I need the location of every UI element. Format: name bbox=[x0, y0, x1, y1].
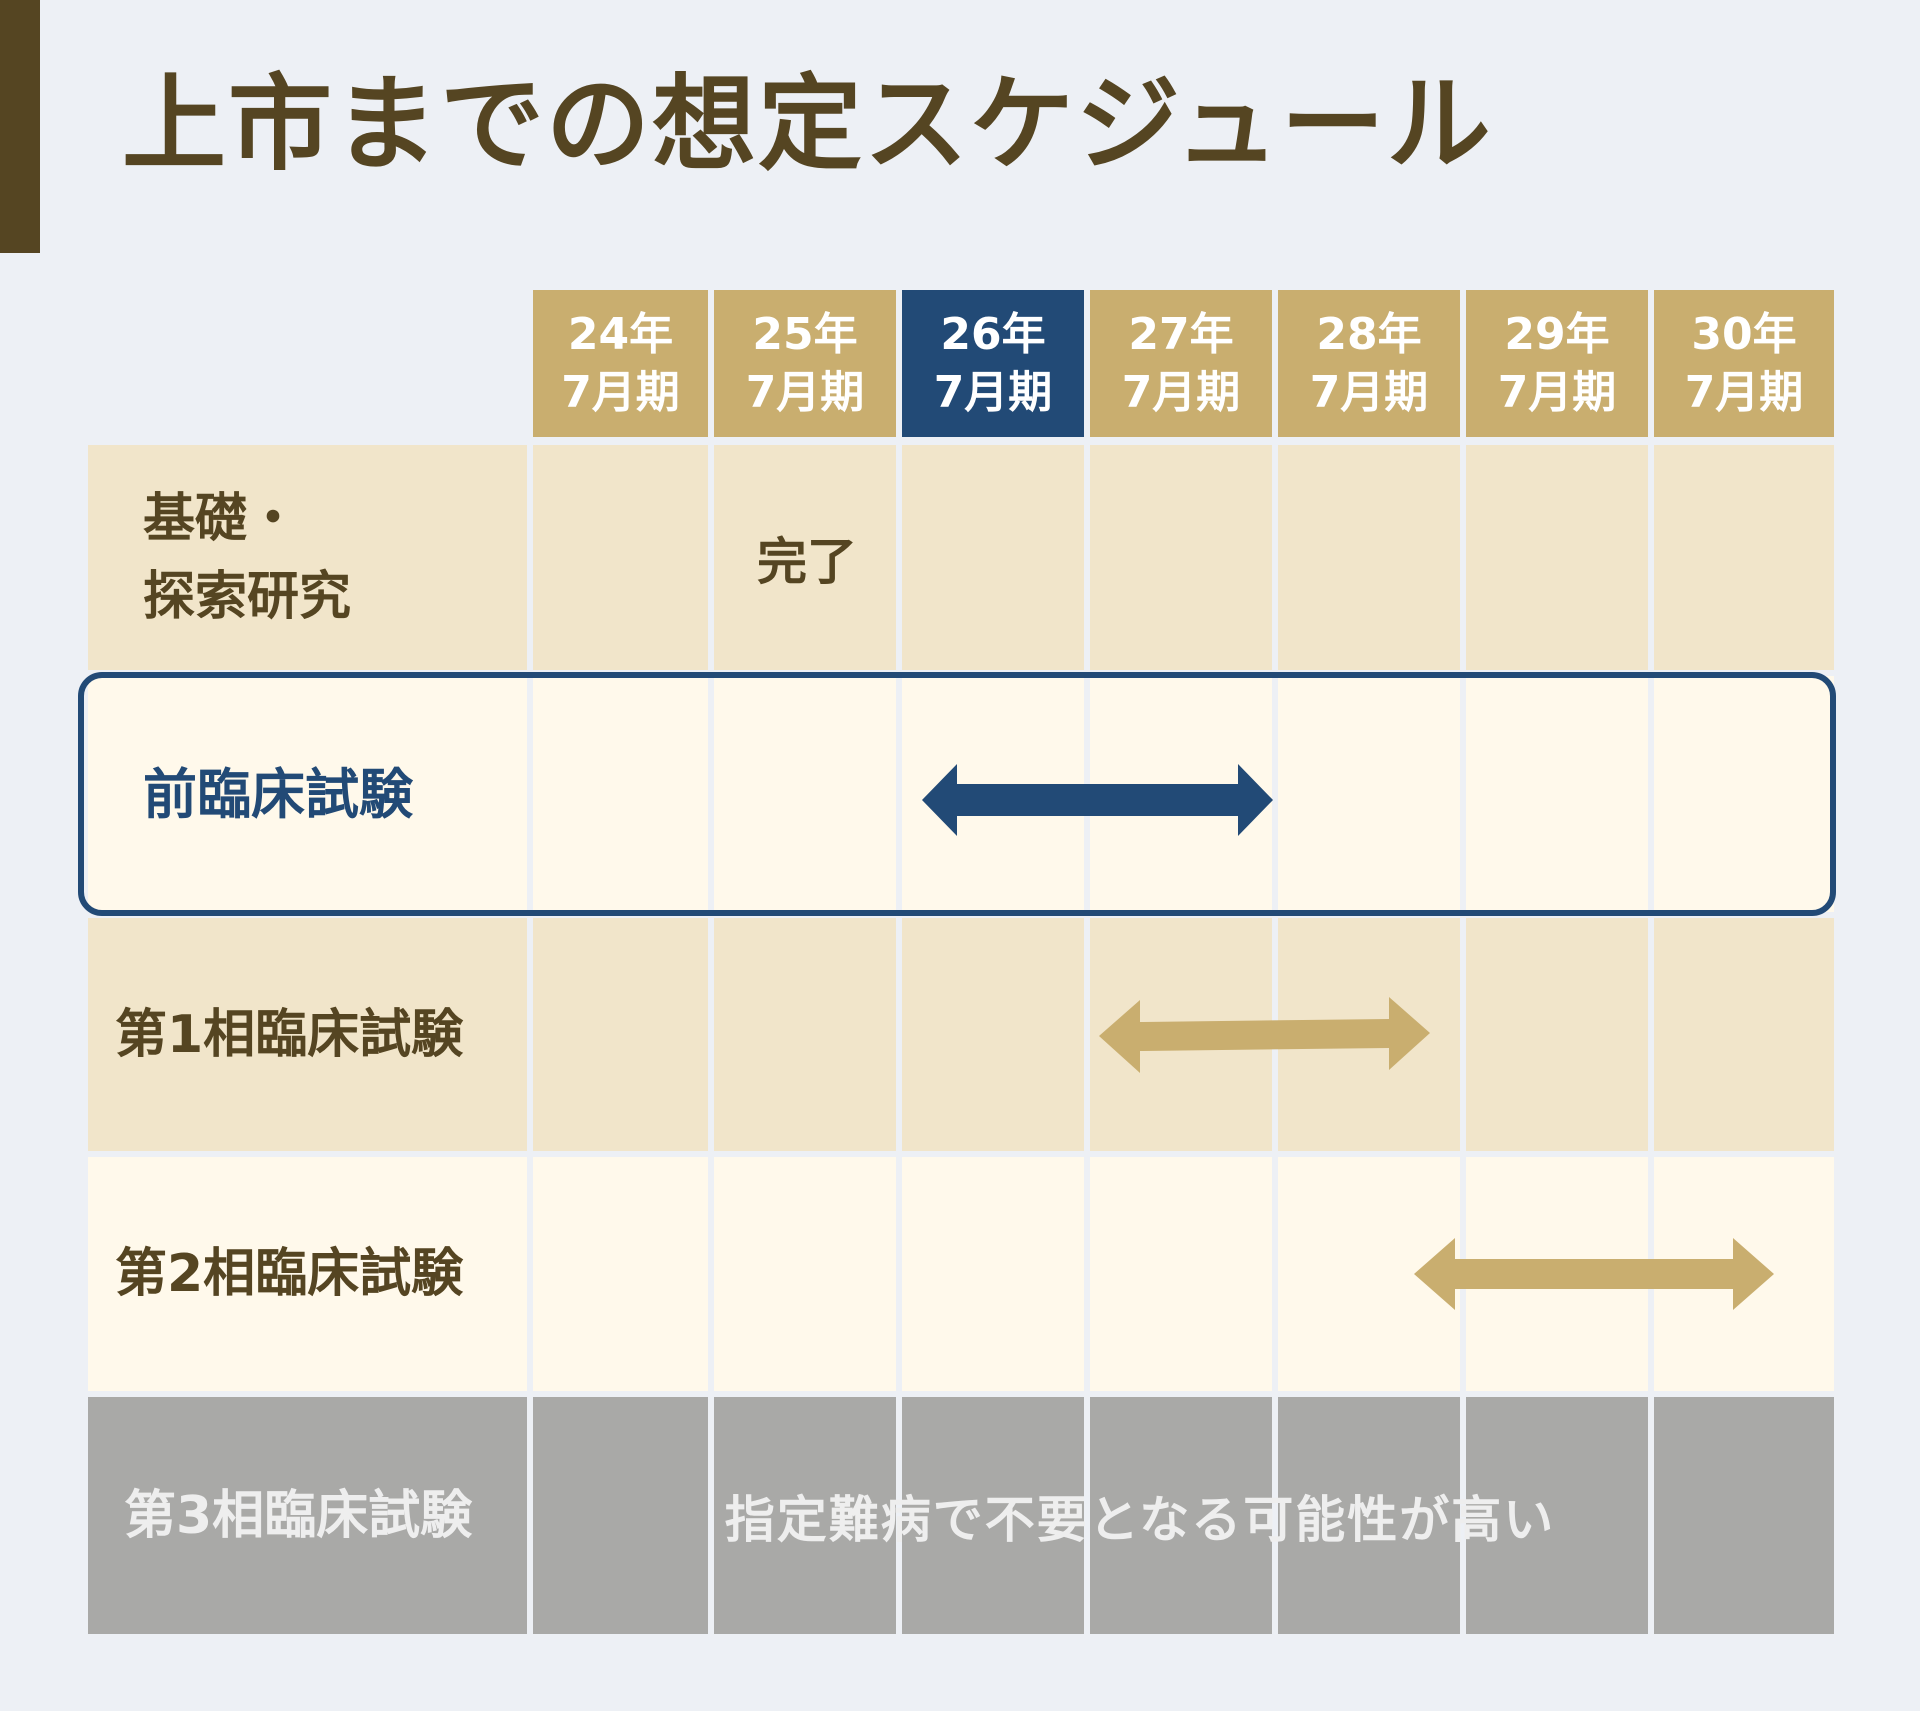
grid-cell bbox=[533, 1157, 708, 1391]
row-label: 前臨床試験 bbox=[143, 762, 413, 826]
grid-cell bbox=[714, 1397, 896, 1634]
row-label-cell bbox=[88, 918, 527, 1151]
grid-cell bbox=[1090, 445, 1272, 670]
row-label: 基礎・ 探索研究 bbox=[143, 445, 351, 670]
column-period: 7月期 bbox=[561, 366, 680, 418]
grid-cell bbox=[1654, 445, 1834, 670]
grid-cell bbox=[1654, 1397, 1834, 1634]
column-header-25: 25年 7月期 bbox=[714, 290, 896, 437]
column-year: 30年 bbox=[1691, 309, 1797, 361]
row-label-cell bbox=[88, 676, 527, 912]
grid-cell bbox=[714, 445, 896, 670]
grid-cell bbox=[902, 1397, 1084, 1634]
grid-cell bbox=[714, 676, 896, 912]
column-header-29: 29年 7月期 bbox=[1466, 290, 1648, 437]
grid-cell bbox=[1278, 676, 1460, 912]
row-phase1: 第1相臨床試験 bbox=[88, 918, 1834, 1151]
grid-cell bbox=[1466, 1157, 1648, 1391]
column-period: 7月期 bbox=[933, 366, 1053, 418]
phase3-note: 指定難病で不要となる可能性が高い bbox=[724, 1490, 1556, 1549]
column-period: 7月期 bbox=[1684, 366, 1804, 418]
column-year: 25年 bbox=[752, 309, 858, 361]
column-period: 7月期 bbox=[1309, 366, 1429, 418]
grid-cell bbox=[1090, 1157, 1272, 1391]
title-accent-bar bbox=[0, 0, 40, 253]
column-period: 7月期 bbox=[1497, 366, 1617, 418]
grid-cell bbox=[902, 918, 1084, 1151]
grid-cell bbox=[1466, 676, 1648, 912]
row-basic-research: 基礎・ 探索研究 bbox=[88, 445, 1834, 670]
grid-cell bbox=[533, 445, 708, 670]
grid-cell bbox=[714, 918, 896, 1151]
column-year: 28年 bbox=[1316, 309, 1422, 361]
grid-cell bbox=[1278, 1397, 1460, 1634]
grid-cell bbox=[1654, 918, 1834, 1151]
column-year: 27年 bbox=[1128, 309, 1234, 361]
grid-cell bbox=[1090, 918, 1272, 1151]
grid-cell bbox=[902, 1157, 1084, 1391]
column-header-28: 28年 7月期 bbox=[1278, 290, 1460, 437]
row-label-cell bbox=[88, 1157, 527, 1391]
highlight-frame bbox=[78, 672, 1836, 916]
grid-cell bbox=[1654, 1157, 1834, 1391]
column-year: 26年 bbox=[940, 309, 1046, 361]
grid-cell bbox=[714, 1157, 896, 1391]
column-year: 24年 bbox=[567, 309, 674, 361]
page-title: 上市までの想定スケジュール bbox=[122, 63, 1493, 185]
row-label-cell bbox=[88, 445, 527, 670]
grid-cell bbox=[1278, 918, 1460, 1151]
row-label-line: 探索研究 bbox=[143, 566, 352, 627]
column-period: 7月期 bbox=[745, 366, 865, 418]
row-label-line: 基礎・ bbox=[143, 488, 300, 549]
grid-cell bbox=[1654, 676, 1834, 912]
row-label: 第1相臨床試験 bbox=[115, 1004, 464, 1065]
column-header-27: 27年 7月期 bbox=[1090, 290, 1272, 437]
grid-cell bbox=[1278, 1157, 1460, 1391]
grid-cell bbox=[533, 918, 708, 1151]
grid-cell bbox=[1278, 445, 1460, 670]
row-phase3: 第3相臨床試験 bbox=[88, 1397, 1834, 1634]
column-year: 29年 bbox=[1504, 309, 1610, 361]
grid-cell bbox=[533, 676, 708, 912]
column-header-26-current: 26年 7月期 bbox=[902, 290, 1084, 437]
column-header-24: 24年 7月期 bbox=[533, 290, 708, 437]
grid-cell bbox=[902, 445, 1084, 670]
completed-label: 完了 bbox=[757, 532, 857, 591]
row-label: 第2相臨床試験 bbox=[115, 1244, 464, 1304]
grid-cell bbox=[1466, 1397, 1648, 1634]
row-label: 第3相臨床試験 bbox=[124, 1485, 473, 1546]
row-phase2: 第2相臨床試験 bbox=[88, 1157, 1834, 1391]
column-header-30: 30年 7月期 bbox=[1654, 290, 1834, 437]
row-label-cell bbox=[88, 1397, 527, 1634]
grid-cell bbox=[1466, 445, 1648, 670]
column-period: 7月期 bbox=[1121, 366, 1241, 418]
grid-cell bbox=[1090, 1397, 1272, 1634]
grid-cell bbox=[1466, 918, 1648, 1151]
grid-cell bbox=[533, 1397, 708, 1634]
